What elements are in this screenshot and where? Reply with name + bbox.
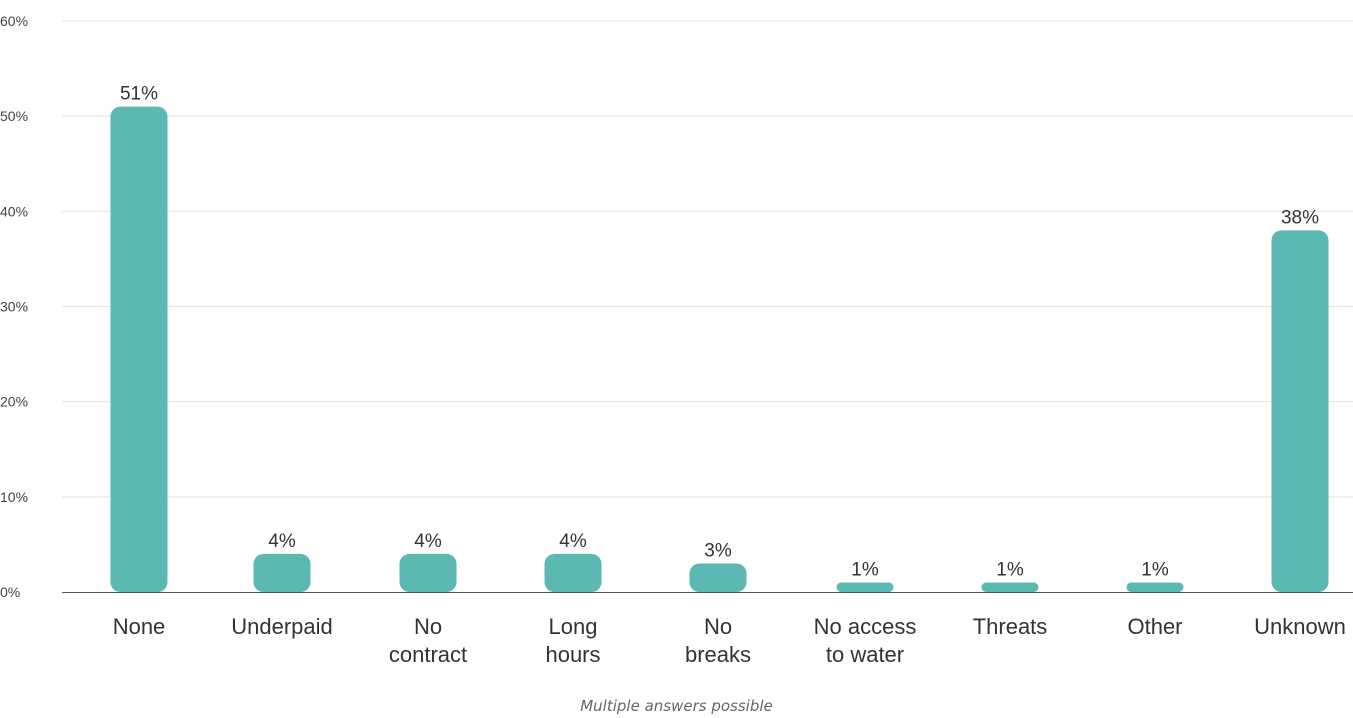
- value-labels: 51% 4% 4% 4% 3% 1% 1% 1% 38%: [120, 84, 1319, 581]
- category-label: No breaks: [685, 614, 751, 667]
- bar: [253, 553, 311, 592]
- y-tick-label: 20%: [0, 394, 28, 410]
- footnote: Multiple answers possible: [580, 697, 773, 715]
- y-tick-label: 40%: [0, 203, 28, 219]
- category-label-line: No access: [814, 614, 917, 639]
- value-label: 4%: [559, 531, 587, 552]
- category-label-line: contract: [389, 642, 467, 667]
- category-label-line: Long: [549, 614, 598, 639]
- bar: [1126, 582, 1184, 592]
- value-label: 4%: [268, 531, 296, 552]
- value-label: 51%: [120, 84, 158, 105]
- category-label-line: breaks: [685, 642, 751, 667]
- y-tick-label: 10%: [0, 489, 28, 505]
- bar: [110, 106, 168, 593]
- category-label: Other: [1127, 614, 1182, 639]
- value-label: 1%: [996, 559, 1024, 580]
- value-label: 4%: [414, 531, 442, 552]
- y-axis-tick-labels: 0% 10% 20% 30% 40% 50% 60%: [0, 13, 28, 600]
- value-label: 38%: [1281, 207, 1319, 228]
- category-label-line: hours: [545, 642, 600, 667]
- category-label: Underpaid: [231, 614, 333, 639]
- bar: [544, 553, 602, 592]
- y-tick-label: 0%: [0, 584, 20, 600]
- y-tick-label: 30%: [0, 299, 28, 315]
- bar: [981, 582, 1039, 592]
- gridlines: [62, 20, 1353, 498]
- bar: [836, 582, 894, 592]
- y-tick-label: 60%: [0, 13, 28, 29]
- value-label: 3%: [704, 540, 732, 561]
- category-label: Threats: [973, 614, 1048, 639]
- category-label: Unknown: [1254, 614, 1346, 639]
- category-label-line: No: [704, 614, 732, 639]
- bar: [1271, 230, 1329, 592]
- value-label: 1%: [851, 559, 879, 580]
- value-label: 1%: [1141, 559, 1169, 580]
- category-label-line: No: [414, 614, 442, 639]
- category-label-line: to water: [826, 642, 904, 667]
- bars: [110, 106, 1329, 593]
- bar: [399, 553, 457, 592]
- y-tick-label: 50%: [0, 108, 28, 124]
- category-label-line: Threats: [973, 614, 1048, 639]
- category-label-line: Other: [1127, 614, 1182, 639]
- category-label: Long hours: [545, 614, 600, 667]
- category-label-line: None: [113, 614, 166, 639]
- bar: [689, 563, 747, 592]
- category-labels: None Underpaid No contract Long hours No breaks…: [113, 614, 1346, 667]
- category-label-line: Underpaid: [231, 614, 333, 639]
- category-label: No access to water: [814, 614, 917, 667]
- category-label: No contract: [389, 614, 467, 667]
- category-label: None: [113, 614, 166, 639]
- category-label-line: Unknown: [1254, 614, 1346, 639]
